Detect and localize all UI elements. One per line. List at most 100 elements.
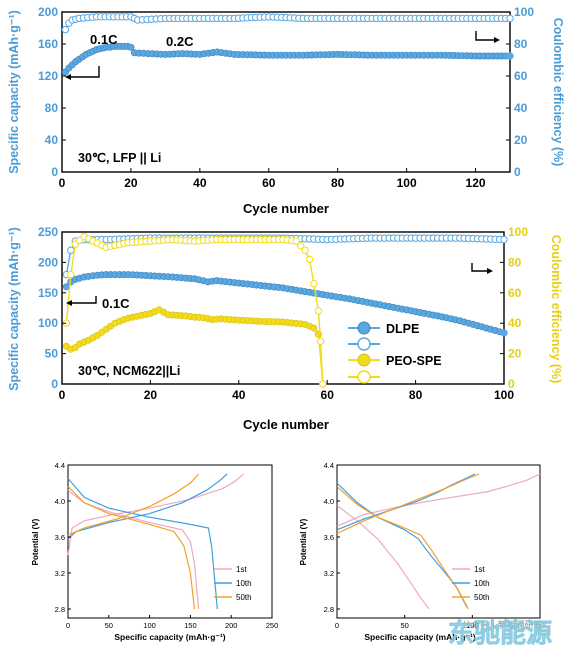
panel-d-series-5-line: [336, 486, 469, 610]
panel-a-ytick-label: 80: [45, 101, 59, 115]
panel-b-series-1-marker: [500, 235, 508, 244]
panel-d-ytick-label: 3.2: [324, 569, 334, 578]
panel-d-xtick-label: 100: [466, 621, 479, 630]
panel-a-xtick-label: 80: [331, 176, 345, 190]
panel-c-xtick-label: 200: [225, 621, 238, 630]
panel-b-series-3-marker: [314, 307, 323, 315]
panel-a-annotation-condition: 30℃, LFP || Li: [78, 151, 161, 165]
panel-c-marks: [67, 473, 244, 610]
watermark: 公众号 · 新能源研发 东驰能源: [448, 618, 553, 647]
panel-b-annotation-condition: 30℃, NCM622||Li: [78, 364, 180, 378]
panel-b-series-3-marker: [297, 242, 305, 250]
panel-b-annotation-01c: 0.1C: [102, 296, 130, 311]
panel-c-series-2-line: [67, 473, 228, 540]
panel-b-series-2-marker: [310, 324, 318, 332]
panel-c-ticks: 0 50 100 150 200 250 2.8 3.2 3.6 4.0 4.4: [55, 461, 279, 630]
panel-a-ytick-label: 40: [45, 133, 59, 147]
panel-d-legend-50th-label: 50th: [474, 593, 490, 602]
legend-dlpe-label: DLPE: [386, 322, 419, 336]
panel-d-series-2-line: [336, 473, 476, 531]
panel-b-marks: [62, 232, 508, 388]
panel-d-ylabel: Potential (V): [299, 518, 308, 565]
panel-a-annotation-02c: 0.2C: [166, 34, 194, 49]
panel-c-frame: [67, 464, 273, 619]
panel-a-series-0-marker: [506, 52, 514, 60]
panel-b-series-3-marker: [301, 246, 309, 254]
panel-c-series-1-line: [67, 489, 200, 610]
panel-b-ytick-label: 50: [45, 347, 59, 361]
panel-b-y2tick-label: 80: [508, 255, 522, 269]
panel-b-right-axis-arrow: [471, 263, 489, 272]
panel-b-left-axis-arrowhead: [66, 300, 72, 306]
panel-a-series-1-marker: [61, 25, 70, 34]
panel-c-ytick-label: 3.6: [55, 533, 65, 542]
panel-a-y2label: Coulombic efficiency (%): [551, 18, 565, 167]
panel-b-left-axis-arrow: [70, 296, 97, 304]
panel-b-y2tick-label: 40: [508, 316, 522, 330]
panel-b-frame: [61, 231, 505, 385]
panel-b-xtick-label: 60: [321, 388, 335, 402]
panel-b-xtick-label: 20: [144, 388, 158, 402]
panel-c-xtick-label: 50: [105, 621, 113, 630]
panel-a-xtick-label: 120: [466, 176, 486, 190]
panel-b-right-axis-arrowhead: [487, 268, 493, 274]
panel-b-xtick-label: 40: [232, 388, 246, 402]
panel-c-xtick-label: 250: [266, 621, 279, 630]
panel-b-series-3-marker: [319, 380, 327, 388]
panel-b-ytick-label: 200: [38, 255, 58, 269]
panel-a-series-1-marker: [506, 14, 514, 23]
panel-b-ytick-label: 100: [38, 316, 58, 330]
panel-b-xtick-label: 80: [409, 388, 423, 402]
panel-c-series-0-line: [67, 473, 244, 556]
panel-d-legend: 1st 10th 50th: [452, 565, 490, 602]
panel-c: 0 50 100 150 200 250 2.8 3.2 3.6 4.0 4.4 Specific …: [31, 461, 278, 642]
panel-b-y2tick-label: 0: [508, 377, 515, 391]
panel-d-xtick-label: 50: [400, 621, 408, 630]
panel-c-xtick-label: 100: [143, 621, 156, 630]
panel-d-frame: [336, 464, 541, 619]
panel-d-series-4-line: [336, 473, 480, 534]
panel-a-xlabel: Cycle number: [243, 201, 329, 216]
panel-b-series-3-marker: [316, 337, 325, 346]
panel-d-legend-1st-label: 1st: [474, 565, 485, 574]
panel-c-series-3-line: [67, 478, 218, 610]
panel-d-xtick-label: 0: [335, 621, 339, 630]
panel-c-legend-50th-label: 50th: [236, 593, 252, 602]
panel-c-ytick-label: 3.2: [55, 569, 65, 578]
panel-d-ticks: 0 50 100 2.8 3.2 3.6 4.0 4.4: [324, 461, 479, 630]
panel-a-ticks: 0 20 40 60 80 100 120 0 40 80 120 160 200 0 20 40 60 80 10…: [38, 5, 534, 190]
panel-a-left-axis-arrowhead: [65, 74, 71, 80]
panel-b-series-3-marker: [67, 270, 75, 279]
panel-b-ylabel: Specific capacity (mAh·g⁻¹): [7, 227, 21, 391]
panel-c-ytick-label: 4.4: [55, 461, 65, 470]
panel-d-marks: [336, 473, 541, 610]
panel-d-legend-10th-label: 10th: [474, 579, 490, 588]
panel-c-xtick-label: 150: [184, 621, 197, 630]
panel-c-legend-10th-label: 10th: [236, 579, 252, 588]
panel-d-ytick-label: 2.8: [324, 605, 334, 614]
panel-b-y2tick-label: 60: [508, 286, 522, 300]
panel-a-marks: [61, 13, 514, 76]
panel-a-ytick-label: 160: [38, 37, 58, 51]
panel-d: 0 50 100 2.8 3.2 3.6 4.0 4.4 Specific capacity …: [299, 461, 541, 642]
panel-a-ytick-label: 0: [51, 165, 58, 179]
panel-b-series-3-marker: [292, 237, 300, 245]
panel-a-left-axis-arrow: [69, 66, 100, 78]
panel-b-xtick-label: 100: [494, 388, 514, 402]
panel-c-xtick-label: 0: [66, 621, 70, 630]
panel-a-ylabel: Specific capacity (mAh·g⁻¹): [7, 10, 21, 174]
panel-b: 0 20 40 60 80 100050100150200250020406080100 …: [7, 225, 563, 432]
panel-b-ytick-label: 0: [51, 377, 58, 391]
panel-b-y2tick-label: 100: [508, 225, 528, 239]
panel-c-ylabel: Potential (V): [31, 518, 40, 565]
panel-a-ytick-label: 200: [38, 5, 58, 19]
panel-b-series-3-marker: [305, 255, 314, 264]
panel-a-y2tick-label: 0: [514, 165, 521, 179]
panel-a-ytick-label: 120: [38, 69, 58, 83]
panel-a-y2tick-label: 80: [514, 37, 528, 51]
panel-b-series-3-marker: [310, 280, 318, 288]
panel-b-xtick-label: 0: [59, 388, 66, 402]
panel-c-legend-1st-label: 1st: [236, 565, 247, 574]
legend-peo-filled-marker: [357, 353, 371, 367]
